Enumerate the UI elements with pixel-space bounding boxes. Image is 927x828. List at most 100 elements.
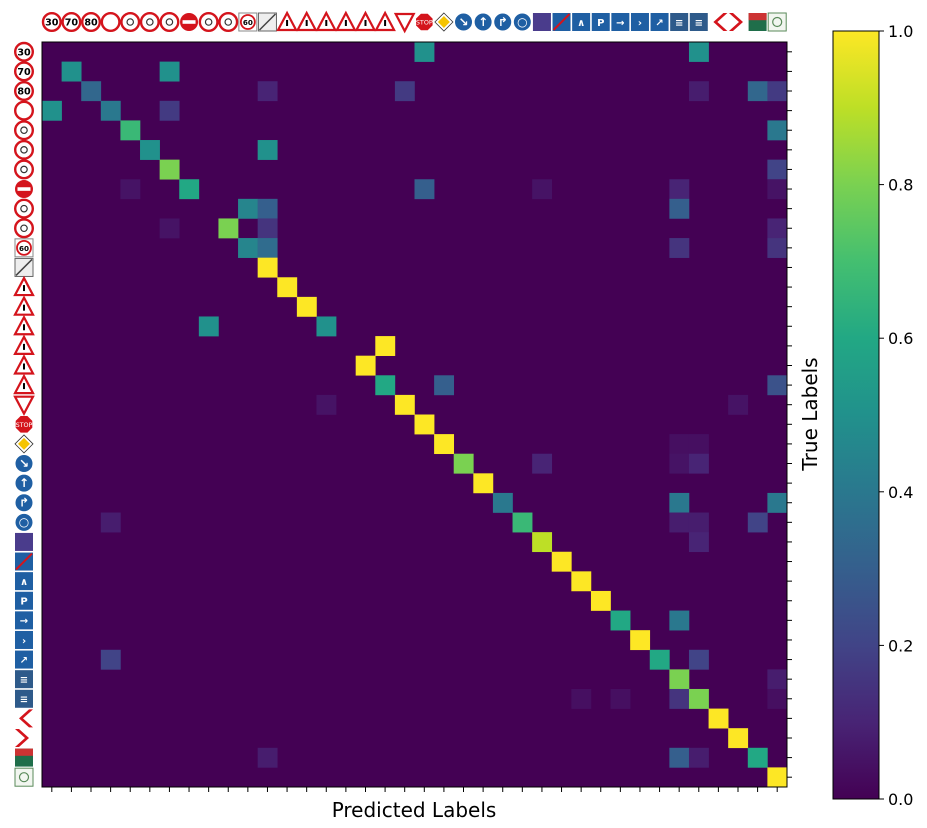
general-danger-sign-icon bbox=[374, 10, 396, 32]
svg-text:↗: ↗ bbox=[655, 18, 663, 29]
heatmap-cell bbox=[492, 492, 513, 513]
chevron-right-sign-icon bbox=[728, 13, 747, 31]
heatmap-cell bbox=[649, 649, 670, 670]
heatmap-cell bbox=[394, 81, 415, 102]
speed-limit-70-sign-icon: 70 bbox=[13, 61, 35, 82]
colorbar-tick-label: 0.8 bbox=[888, 176, 913, 195]
heatmap-cell bbox=[375, 336, 396, 356]
heatmap-cell bbox=[140, 140, 160, 160]
svg-text:70: 70 bbox=[65, 18, 79, 29]
distance-board-sign-icon bbox=[748, 13, 767, 31]
heatmap-cell bbox=[767, 492, 788, 513]
heatmap-cell bbox=[747, 747, 768, 768]
svg-text:60: 60 bbox=[19, 244, 29, 253]
svg-text:≡: ≡ bbox=[675, 18, 683, 29]
heatmap-cell bbox=[238, 238, 258, 258]
heatmap-cell bbox=[688, 688, 709, 709]
heatmap-cell bbox=[688, 532, 709, 553]
heatmap-cell bbox=[179, 179, 200, 200]
zone-60-sign-icon: 60 bbox=[238, 12, 258, 32]
heatmap-cell bbox=[238, 198, 258, 219]
heatmap-cell bbox=[688, 747, 709, 768]
plot-frame bbox=[41, 41, 788, 788]
svg-text:↑: ↑ bbox=[478, 15, 488, 29]
priority-road-sign-icon bbox=[14, 434, 34, 454]
heatmap-cell bbox=[688, 434, 709, 455]
pedestrian-crossing-warning-sign-icon bbox=[335, 10, 357, 32]
heatmap-cell bbox=[375, 375, 396, 396]
bicycle-warning-sign-icon bbox=[354, 10, 377, 32]
speed-limit-80-sign-icon: 80 bbox=[13, 81, 35, 102]
heatmap-cell bbox=[257, 238, 278, 258]
svg-text:○: ○ bbox=[517, 15, 527, 29]
heatmap-cell bbox=[669, 610, 690, 631]
heatmap-cell bbox=[159, 218, 180, 239]
heatmap-cell bbox=[767, 120, 788, 141]
svg-text:∧: ∧ bbox=[577, 18, 585, 29]
colorbar bbox=[832, 30, 880, 800]
heatmap-cell bbox=[571, 571, 592, 592]
heatmap-cell bbox=[767, 179, 788, 200]
heatmap-cell bbox=[669, 179, 690, 200]
heatmap-cell bbox=[610, 610, 631, 631]
heatmap-cell bbox=[688, 453, 709, 474]
heatmap-cell bbox=[159, 159, 180, 180]
svg-text:80: 80 bbox=[84, 18, 98, 29]
heatmap-cell bbox=[669, 453, 690, 474]
heatmap-cell bbox=[728, 394, 749, 415]
svg-text:P: P bbox=[20, 597, 27, 608]
heatmap-cell bbox=[767, 218, 788, 239]
heatmap-cell bbox=[688, 512, 709, 533]
svg-text:∧: ∧ bbox=[20, 577, 28, 588]
heatmap-cell bbox=[257, 198, 278, 219]
no-bicycles-sign-icon bbox=[139, 11, 160, 33]
heatmap-cell bbox=[767, 81, 788, 102]
colorbar-ticks: 0.0 0.2 0.4 0.6 0.8 1.0 bbox=[879, 22, 913, 809]
turn-ahead-sign-icon: ↱ bbox=[14, 493, 34, 513]
heatmap-cell bbox=[296, 296, 317, 317]
bicycle-warning-sign-icon bbox=[13, 354, 35, 375]
heatmap-cell bbox=[767, 375, 788, 396]
exit-arrow-sign-icon: → bbox=[611, 13, 630, 31]
turn-right-arrow-sign-icon: ↗ bbox=[15, 650, 33, 669]
stop-sign-icon: STOP bbox=[16, 416, 33, 433]
svg-text:≡: ≡ bbox=[20, 695, 28, 706]
heatmap-cell bbox=[434, 375, 455, 396]
heatmap-cell bbox=[571, 688, 592, 709]
cycle-zone-sign-icon bbox=[14, 767, 34, 787]
turn-ahead-sign-icon: ↱ bbox=[493, 12, 513, 32]
speed-limit-30-sign-icon: 30 bbox=[41, 11, 62, 33]
zone-60-sign-icon: 60 bbox=[14, 238, 34, 258]
end-zone-sign-icon bbox=[257, 12, 277, 32]
svg-text:→: → bbox=[616, 18, 624, 29]
svg-text:↱: ↱ bbox=[19, 496, 29, 510]
heatmap-cell bbox=[473, 473, 494, 494]
bus-lane-sign-icon bbox=[15, 532, 33, 551]
yield-sign-icon bbox=[393, 12, 416, 34]
heatmap-cell bbox=[669, 492, 690, 513]
heatmap-cell bbox=[688, 81, 709, 102]
no-bicycles-mopeds-sign-icon bbox=[159, 11, 180, 33]
children-warning-sign-icon bbox=[13, 314, 35, 336]
no-entry-sign-icon bbox=[180, 13, 199, 31]
heatmap-cell bbox=[257, 218, 278, 239]
heatmap-cell bbox=[218, 218, 239, 239]
no-entry-sign-icon bbox=[15, 180, 33, 199]
svg-text:›: › bbox=[22, 636, 26, 647]
heatmap-cell bbox=[747, 512, 768, 533]
svg-text:↘: ↘ bbox=[19, 456, 29, 470]
cycle-path-sign-icon: ○ bbox=[14, 512, 34, 532]
heatmap-cell bbox=[434, 434, 455, 455]
heatmap-cell bbox=[669, 434, 690, 455]
no-trucks-sign-icon bbox=[198, 11, 219, 33]
no-bicycles-mopeds-sign-icon bbox=[13, 159, 35, 180]
svg-text:30: 30 bbox=[17, 47, 31, 58]
svg-text:≡: ≡ bbox=[20, 675, 28, 686]
info-panel-sign-icon: ≡ bbox=[15, 670, 33, 689]
heatmap-cell bbox=[512, 512, 533, 533]
motorway-sign-icon: ∧ bbox=[15, 572, 33, 591]
heatmap-cell bbox=[257, 747, 278, 768]
heatmap-cell bbox=[532, 179, 553, 200]
heatmap-cell bbox=[767, 238, 788, 258]
no-mopeds-sign-icon bbox=[13, 120, 35, 141]
